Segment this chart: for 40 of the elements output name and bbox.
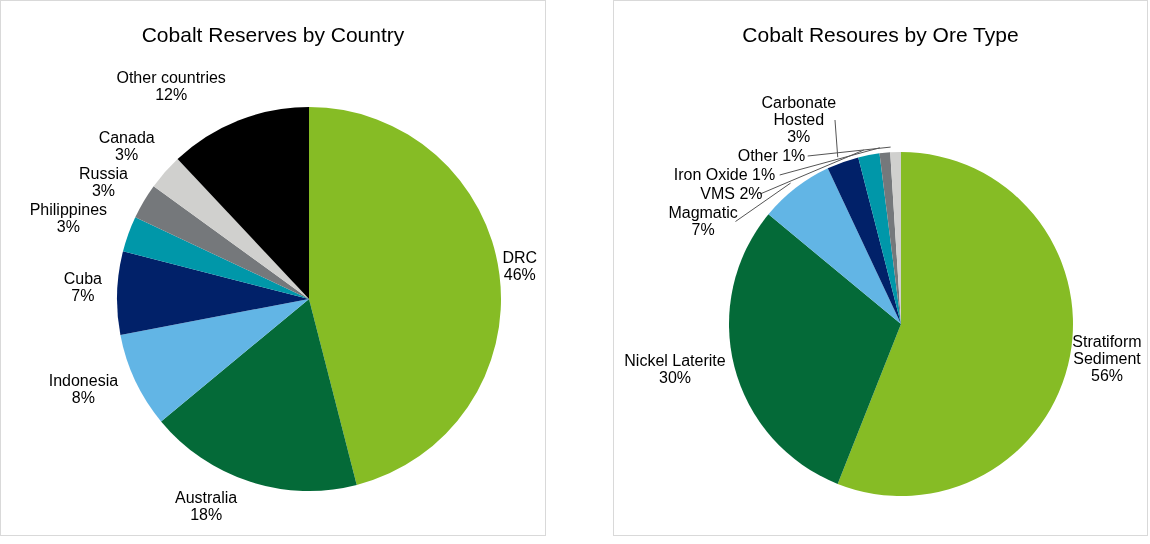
slice-label: Philippines <box>29 201 108 219</box>
pie-slice <box>161 299 357 491</box>
pie-slice <box>858 153 901 324</box>
data-label: 3% <box>56 218 80 236</box>
pie-slice <box>153 159 309 299</box>
chart-title: Cobalt Resoures by Ore Type <box>741 23 1020 47</box>
slice-label: Magmatic <box>668 204 738 222</box>
slice-label: Australia <box>175 488 238 506</box>
data-label: 18% <box>190 505 223 523</box>
data-label: 3% <box>115 146 139 164</box>
pie-slice <box>123 217 309 299</box>
slice-label: Indonesia <box>48 371 119 389</box>
data-label: 3% <box>787 128 811 146</box>
chart-title: Cobalt Reserves by Country <box>140 23 406 47</box>
slice-label: Canada <box>98 129 155 147</box>
slice-label: Other countries <box>116 69 226 87</box>
slice-label: Cuba <box>63 269 103 287</box>
data-label: 3% <box>91 182 116 200</box>
data-label: 8% <box>71 388 95 406</box>
slice-label: Nickel Laterite <box>624 352 726 370</box>
data-label: 7% <box>691 221 715 239</box>
pie-slice <box>117 251 309 335</box>
slice-label: Stratiform Sediment <box>1072 332 1142 367</box>
pie-slice <box>309 107 501 485</box>
data-label: 12% <box>155 86 188 104</box>
slice-label: Iron Oxide 1% <box>673 166 776 184</box>
data-label: 7% <box>71 286 95 304</box>
pie-slice <box>837 152 1073 496</box>
slice-label: DRC <box>502 248 538 266</box>
data-label: 46% <box>503 265 536 283</box>
slice-label: Russia <box>79 165 129 183</box>
pie-slice <box>177 107 309 299</box>
pie-slice <box>135 186 309 299</box>
pie-slice <box>120 299 309 422</box>
data-label: 30% <box>658 369 692 387</box>
slice-label: VMS 2% <box>700 185 763 203</box>
data-label: 56% <box>1090 366 1124 384</box>
pie-slice <box>827 157 901 324</box>
slice-label: Carbonate Hosted <box>761 94 837 129</box>
slice-label: Other 1% <box>737 147 806 165</box>
